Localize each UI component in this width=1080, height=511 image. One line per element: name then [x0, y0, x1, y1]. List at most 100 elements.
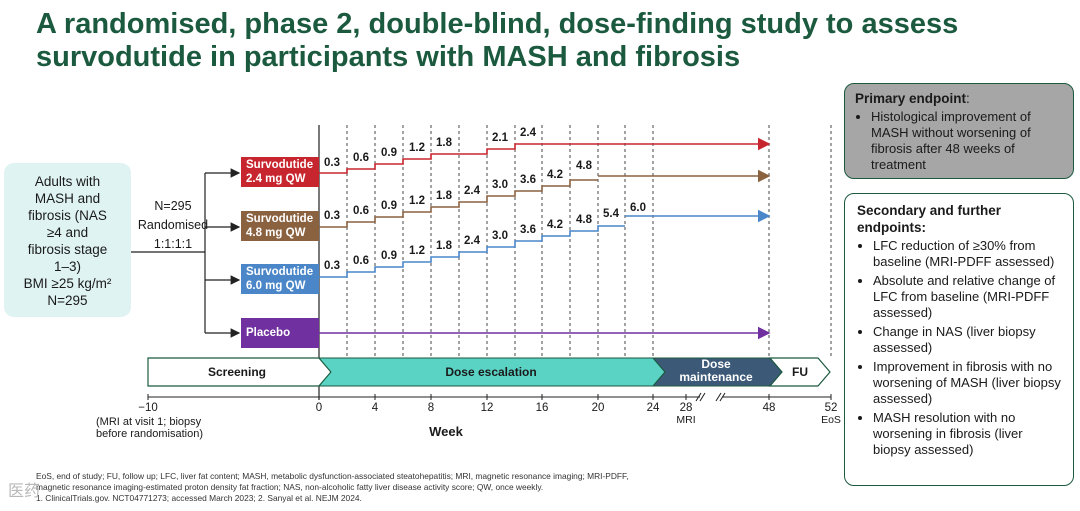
- phase-escalation-label: Dose escalation: [445, 365, 537, 379]
- tick-label: 16: [535, 402, 549, 414]
- x-axis-title: Week: [429, 424, 463, 439]
- dose-label: 4.2: [547, 169, 563, 181]
- arm1-steps: [319, 137, 771, 174]
- population-n: N=295: [47, 293, 88, 308]
- dose-label: 0.3: [324, 210, 340, 222]
- dose-label: 6.0: [630, 202, 646, 214]
- population-box: Adults with MASH and fibrosis (NAS ≥4 an…: [4, 163, 131, 317]
- slide-title: A randomised, phase 2, double-blind, dos…: [36, 8, 959, 73]
- tick-label: 12: [480, 402, 494, 414]
- arm-survodutide-6-0: Survodutide 6.0 mg QW: [241, 264, 319, 294]
- phase-maintenance-line: Dose: [701, 357, 731, 371]
- arm-name: Survodutide: [246, 159, 314, 171]
- dose-label: 0.3: [324, 260, 340, 272]
- dose-label: 3.6: [520, 224, 536, 236]
- arm2-steps: [319, 169, 771, 228]
- arm-dose: 6.0 mg QW: [246, 280, 306, 292]
- dose-label: 1.2: [409, 245, 425, 257]
- secondary-endpoint-item: Absolute and relative change of LFC from…: [873, 273, 1063, 321]
- primary-endpoint-heading: Primary endpoint:: [855, 90, 1063, 107]
- randomisation-branches: [131, 168, 241, 338]
- dose-label: 2.4: [464, 185, 480, 197]
- arm-survodutide-2-4: Survodutide 2.4 mg QW: [241, 157, 319, 187]
- dose-label: 0.6: [353, 152, 369, 164]
- tick-label: 48: [762, 402, 776, 414]
- arm3-steps: [319, 209, 771, 278]
- tick-label: −10: [138, 402, 158, 414]
- tick-label: 20: [591, 402, 605, 414]
- dose-label: 0.9: [381, 147, 397, 159]
- dose-label: 0.6: [353, 255, 369, 267]
- dose-label: 0.9: [381, 200, 397, 212]
- footnote-line: 1. ClinicalTrials.gov. NCT04771273; acce…: [36, 493, 362, 503]
- dose-label: 2.4: [520, 127, 536, 139]
- tick-label: 52: [824, 402, 838, 414]
- arm-dose: 4.8 mg QW: [246, 227, 306, 239]
- footnote-line: EoS, end of study; FU, follow up; LFC, l…: [36, 471, 629, 481]
- dose-label: 2.1: [492, 132, 508, 144]
- dose-label: 1.8: [436, 190, 452, 202]
- secondary-endpoints-box: Secondary and further endpoints: LFC red…: [844, 193, 1074, 486]
- phase-maintenance-line: maintenance: [679, 370, 753, 384]
- phase-bar: [147, 357, 831, 387]
- dose-label: 0.3: [324, 157, 340, 169]
- arm-survodutide-4-8: Survodutide 4.8 mg QW: [241, 211, 319, 241]
- dose-label: 5.4: [603, 208, 619, 220]
- dose-label: 0.6: [353, 205, 369, 217]
- dose-label: 4.8: [576, 214, 592, 226]
- dose-label: 1.8: [436, 137, 452, 149]
- phase-fu-label: FU: [792, 365, 808, 379]
- arm-name: Placebo: [246, 327, 291, 339]
- arm-dose: 2.4 mg QW: [246, 173, 306, 185]
- dose-label: 3.0: [492, 179, 508, 191]
- randomisation-n: N=295: [154, 199, 192, 213]
- population-bmi: BMI ≥25 kg/m²: [23, 276, 112, 291]
- arm-placebo: Placebo: [241, 318, 319, 348]
- primary-endpoint-box: Primary endpoint: Histological improveme…: [844, 83, 1074, 179]
- watermark: 医药: [8, 483, 41, 500]
- screening-note-line: before randomisation): [96, 428, 204, 440]
- screening-note: (MRI at visit 1; biopsy before randomisa…: [96, 416, 203, 440]
- population-line: ≥4 and: [46, 225, 89, 240]
- dose-label: 4.8: [576, 160, 592, 172]
- dose-label: 1.2: [409, 195, 425, 207]
- dose-label: 1.8: [436, 240, 452, 252]
- tick-label: 8: [427, 402, 435, 414]
- randomisation-ratio: 1:1:1:1: [153, 237, 193, 251]
- dose-label: 3.0: [492, 230, 508, 242]
- randomisation-label: Randomised: [137, 218, 209, 232]
- tick-label: 4: [371, 402, 379, 414]
- screening-note-line: (MRI at visit 1; biopsy: [96, 416, 202, 428]
- arm-name: Survodutide: [246, 266, 314, 278]
- secondary-endpoints-heading: Secondary and further endpoints:: [857, 203, 1002, 235]
- population-line: fibrosis stage: [27, 242, 108, 257]
- dose-label: 2.4: [464, 235, 480, 247]
- dose-label: 1.2: [409, 142, 425, 154]
- tick-label: 0: [315, 402, 323, 414]
- secondary-endpoint-item: Change in NAS (liver biopsy assessed): [873, 324, 1063, 356]
- dose-label: 4.2: [547, 219, 563, 231]
- population-line: MASH and: [34, 191, 101, 206]
- tick-label: 28: [679, 402, 693, 414]
- secondary-endpoint-item: LFC reduction of ≥30% from baseline (MRI…: [873, 238, 1063, 270]
- dose-label: 0.9: [381, 250, 397, 262]
- footnote: EoS, end of study; FU, follow up; LFC, l…: [36, 471, 776, 504]
- footnote-line: magnetic resonance imaging-estimated pro…: [36, 482, 544, 492]
- dose-label: 3.6: [520, 174, 536, 186]
- primary-heading-text: Primary endpoint: [855, 91, 967, 106]
- population-line: 1–3): [53, 259, 82, 274]
- population-line: Adults with: [34, 174, 101, 189]
- week-axis: [147, 392, 832, 402]
- tick-label: 24: [646, 402, 660, 414]
- phase-screening-label: Screening: [207, 365, 267, 379]
- secondary-endpoint-item: Improvement in fibrosis with no worsenin…: [873, 359, 1063, 407]
- secondary-endpoint-item: MASH resolution with no worsening in fib…: [873, 410, 1063, 458]
- fu-segment: [768, 357, 831, 387]
- primary-heading-colon: :: [966, 91, 970, 106]
- mri-note: MRI: [676, 414, 696, 426]
- population-line: fibrosis (NAS: [28, 208, 107, 223]
- primary-endpoint-item: Histological improvement of MASH without…: [871, 109, 1063, 173]
- arm-name: Survodutide: [246, 213, 314, 225]
- phase-maintenance-label: Dose maintenance: [660, 358, 772, 384]
